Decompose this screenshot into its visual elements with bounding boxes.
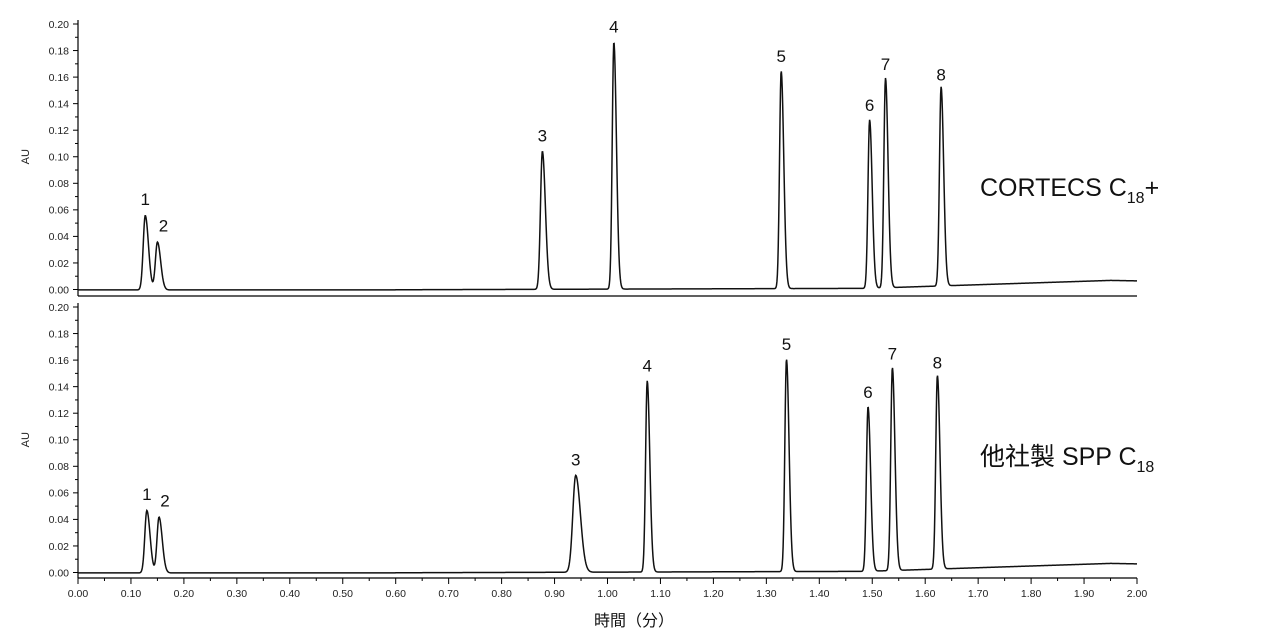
y-tick-label: 0.08 bbox=[49, 461, 70, 473]
peak-label-7: 7 bbox=[888, 344, 897, 363]
x-tick-label: 1.10 bbox=[650, 588, 671, 600]
x-tick-label: 0.90 bbox=[544, 588, 565, 600]
panel-competitor: 0.00 0.02 0.04 0.06 0.08 0.10 0.12 0.14 0.16 0.18… bbox=[20, 302, 1154, 580]
y-tick-label: 0.06 bbox=[49, 205, 70, 217]
chromatogram-trace bbox=[78, 42, 1138, 291]
y-tick-label: 0.14 bbox=[49, 98, 70, 110]
peak-label-5: 5 bbox=[782, 335, 791, 354]
x-tick-label: 1.20 bbox=[703, 588, 724, 600]
x-tick-label: 1.30 bbox=[756, 588, 777, 600]
column-name-label: 他社製 SPP C18 bbox=[980, 443, 1154, 476]
peak-label-7: 7 bbox=[881, 55, 890, 74]
x-axis: 0.00 0.10 0.20 0.30 0.40 0.50 0.60 0.70 0.80 0.90… bbox=[68, 578, 1148, 600]
y-tick-label: 0.00 bbox=[49, 284, 70, 296]
column-name-label: CORTECS C18+ bbox=[980, 174, 1159, 207]
x-tick-label: 2.00 bbox=[1127, 588, 1148, 600]
y-tick-label: 0.08 bbox=[49, 178, 70, 190]
peak-label-2: 2 bbox=[159, 217, 168, 236]
y-tick-label: 0.02 bbox=[49, 541, 70, 553]
y-tick-label: 0.20 bbox=[49, 19, 70, 31]
peak-label-2: 2 bbox=[160, 492, 169, 511]
x-tick-label: 0.50 bbox=[333, 588, 354, 600]
x-tick-label: 1.50 bbox=[862, 588, 883, 600]
y-tick-label: 0.10 bbox=[49, 152, 70, 164]
x-tick-label: 0.80 bbox=[491, 588, 512, 600]
y-tick-label: 0.02 bbox=[49, 258, 70, 270]
y-tick-label: 0.16 bbox=[49, 355, 70, 367]
y-tick-label: 0.12 bbox=[49, 408, 70, 420]
y-tick-label: 0.04 bbox=[49, 231, 70, 243]
x-tick-label: 0.10 bbox=[121, 588, 142, 600]
panel-cortecs: 0.00 0.02 0.04 0.06 0.08 0.10 0.12 0.14 0.16 0.18… bbox=[20, 18, 1159, 297]
x-tick-label: 1.00 bbox=[597, 588, 618, 600]
x-tick-label: 1.90 bbox=[1074, 588, 1095, 600]
chromatogram-trace bbox=[78, 359, 1138, 574]
y-tick-label: 0.18 bbox=[49, 45, 70, 57]
y-tick-label: 0.16 bbox=[49, 72, 70, 84]
x-tick-label: 0.00 bbox=[68, 588, 89, 600]
x-axis-label: 時間（分） bbox=[594, 611, 674, 630]
y-tick-label: 0.00 bbox=[49, 567, 70, 579]
x-tick-label: 1.60 bbox=[915, 588, 936, 600]
x-tick-label: 1.80 bbox=[1021, 588, 1042, 600]
x-tick-label: 0.30 bbox=[227, 588, 248, 600]
y-tick-label: 0.10 bbox=[49, 435, 70, 447]
x-tick-label: 0.20 bbox=[174, 588, 195, 600]
y-tick-label: 0.20 bbox=[49, 302, 70, 314]
peak-label-3: 3 bbox=[571, 451, 580, 470]
x-tick-label: 0.60 bbox=[385, 588, 406, 600]
peak-label-6: 6 bbox=[863, 383, 872, 402]
y-tick-label: 0.12 bbox=[49, 125, 70, 137]
y-axis-label: AU bbox=[20, 149, 32, 164]
y-tick-label: 0.06 bbox=[49, 488, 70, 500]
x-tick-label: 0.70 bbox=[438, 588, 459, 600]
peak-label-3: 3 bbox=[538, 126, 547, 145]
y-tick-label: 0.04 bbox=[49, 514, 70, 526]
peak-label-4: 4 bbox=[609, 18, 618, 37]
y-axis-label: AU bbox=[20, 432, 32, 447]
peak-label-6: 6 bbox=[865, 96, 874, 115]
x-tick-label: 1.70 bbox=[968, 588, 989, 600]
peak-label-1: 1 bbox=[141, 190, 150, 209]
peak-label-1: 1 bbox=[142, 485, 151, 504]
y-tick-label: 0.18 bbox=[49, 328, 70, 340]
peak-label-8: 8 bbox=[933, 354, 942, 373]
y-tick-label: 0.14 bbox=[49, 381, 70, 393]
x-tick-label: 1.40 bbox=[809, 588, 830, 600]
peak-label-4: 4 bbox=[642, 356, 651, 375]
peak-label-5: 5 bbox=[776, 47, 785, 66]
peak-label-8: 8 bbox=[936, 65, 945, 84]
x-tick-label: 0.40 bbox=[280, 588, 301, 600]
